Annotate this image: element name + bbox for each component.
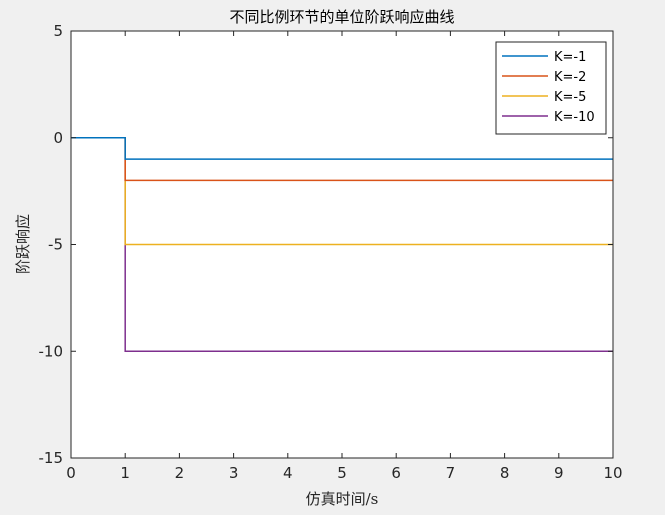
x-tick-label: 2 xyxy=(175,464,185,482)
series-line-1 xyxy=(71,137,613,160)
x-tick-label: 7 xyxy=(446,464,456,482)
y-tick-label: -15 xyxy=(39,449,64,467)
chart-title: 不同比例环节的单位阶跃响应曲线 xyxy=(229,8,454,26)
y-axis-label: 阶跃响应 xyxy=(14,214,32,274)
x-tick-label: 1 xyxy=(120,464,130,482)
y-tick-label: -5 xyxy=(48,236,63,254)
legend-label-1: K=-1 xyxy=(554,50,586,65)
legend-box xyxy=(495,41,607,135)
legend-label-3: K=-5 xyxy=(554,90,586,105)
x-tick-label: 5 xyxy=(337,464,347,482)
y-tick-label: 5 xyxy=(53,22,63,40)
x-tick-label: 0 xyxy=(66,464,76,482)
x-tick-label: 4 xyxy=(283,464,293,482)
legend: K=-1 K=-2 K=-5 K=-10 xyxy=(495,41,607,135)
legend-label-2: K=-2 xyxy=(554,70,586,85)
x-tick-label: 8 xyxy=(500,464,510,482)
x-axis-label: 仿真时间/s xyxy=(306,490,379,508)
legend-label-4: K=-10 xyxy=(554,110,595,125)
x-tick-label: 6 xyxy=(391,464,401,482)
y-tick-label: 0 xyxy=(53,129,63,147)
x-tick-label: 9 xyxy=(554,464,564,482)
y-tick-label: -10 xyxy=(39,342,64,360)
x-tick-label: 10 xyxy=(603,464,622,482)
x-tick-label: 3 xyxy=(229,464,239,482)
